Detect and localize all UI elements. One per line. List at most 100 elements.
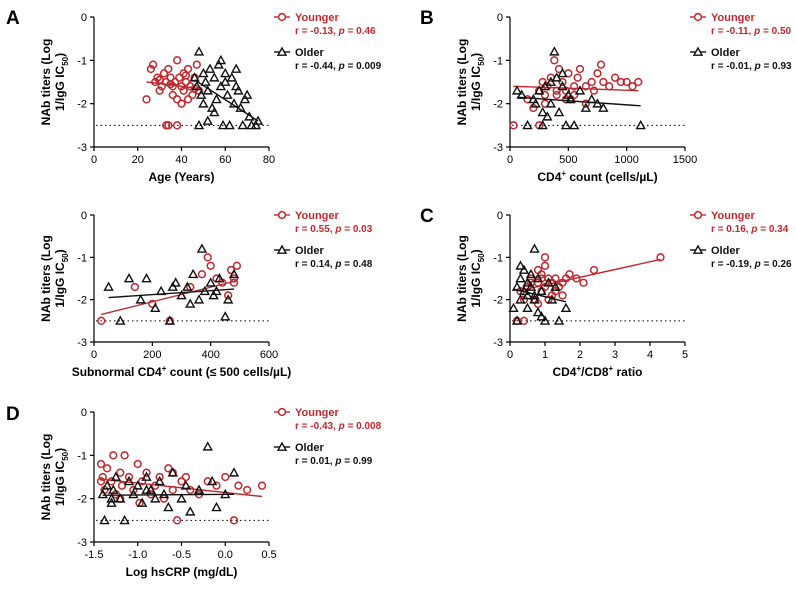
data-point-younger	[97, 316, 106, 325]
data-point-younger	[203, 253, 212, 262]
legend-label-older: Older	[295, 245, 324, 257]
x-tick-label: 1500	[673, 154, 697, 166]
data-point-older	[580, 102, 592, 112]
data-point-older	[543, 277, 554, 287]
legend-marker-younger	[277, 12, 287, 22]
y-tick-label: 0	[497, 12, 503, 24]
legend-marker-younger	[693, 12, 703, 22]
y-axis-label-line2: 1/IgG IC50)	[53, 53, 70, 111]
data-point-older	[135, 294, 146, 304]
data-point-older	[224, 119, 235, 130]
data-point-older	[220, 76, 231, 86]
data-point-older	[529, 243, 540, 253]
data-point-older	[233, 85, 244, 95]
data-point-older	[239, 93, 251, 104]
y-axis-label-line1: NAb titers (Log	[455, 39, 469, 126]
data-point-younger	[540, 253, 550, 262]
data-point-older	[635, 119, 646, 130]
data-point-older	[205, 277, 216, 287]
data-point-older	[101, 480, 113, 490]
fit-line-older	[102, 493, 235, 496]
y-tick-label: -2	[77, 494, 87, 506]
x-axis-label: CD4+ count (cells/µL)	[537, 169, 657, 184]
data-point-older	[542, 111, 553, 121]
data-point-older	[99, 514, 110, 525]
data-point-younger	[116, 468, 125, 477]
y-tick-label: -1	[493, 55, 503, 67]
data-point-younger	[137, 477, 147, 486]
data-point-older	[213, 59, 224, 69]
y-tick-label: -3	[493, 142, 503, 154]
legend-stats-younger: r = -0.13, p = 0.46	[295, 26, 376, 37]
data-point-older	[167, 467, 178, 477]
legend-stats-older: r = 0.01, p = 0.99	[295, 456, 373, 467]
data-point-younger	[212, 481, 221, 490]
data-point-older	[530, 98, 541, 108]
data-point-older	[553, 106, 565, 117]
fit-line-younger	[516, 258, 661, 292]
data-point-older	[202, 441, 213, 451]
data-point-younger	[234, 481, 243, 490]
data-point-older	[198, 67, 209, 78]
data-point-younger	[107, 477, 116, 486]
data-point-younger	[162, 121, 171, 130]
data-point-older	[568, 119, 580, 130]
fit-line-older	[194, 79, 259, 122]
data-point-younger	[596, 60, 606, 69]
legend-marker-older	[276, 244, 288, 254]
data-point-older	[198, 98, 209, 108]
data-point-older	[106, 497, 117, 507]
data-point-younger	[159, 494, 169, 503]
data-point-younger	[142, 468, 151, 477]
data-point-older	[529, 294, 540, 304]
y-axis-label-line2: 1/IgG IC50)	[53, 448, 70, 506]
data-point-older	[195, 89, 207, 99]
data-point-younger	[172, 56, 182, 65]
data-point-older	[222, 89, 233, 99]
x-tick-label: 2	[577, 349, 583, 361]
data-point-older	[196, 243, 208, 253]
data-point-younger	[146, 64, 156, 74]
x-tick-label: 200	[143, 349, 161, 361]
data-point-younger	[133, 459, 142, 469]
data-point-older	[222, 294, 234, 304]
data-point-older	[557, 80, 568, 91]
x-tick-label: 0.0	[218, 549, 233, 561]
legend-stats-older: r = -0.19, p = 0.26	[711, 259, 792, 270]
data-point-older	[550, 281, 561, 291]
data-point-older	[536, 285, 547, 296]
data-point-older	[141, 471, 152, 481]
data-point-younger	[540, 90, 550, 100]
data-point-older	[574, 85, 586, 95]
data-point-older	[508, 302, 519, 313]
fit-line-younger	[146, 81, 200, 90]
data-point-younger	[257, 481, 267, 490]
data-point-younger	[164, 64, 173, 74]
chart-panel-c: 0 -1 -2 -3 0 1 2 3 4 5 CD4+/CD8+ ratio NAb titers (…	[455, 210, 792, 379]
data-point-younger	[130, 282, 139, 292]
x-tick-label: 0.5	[261, 549, 276, 561]
data-point-younger	[159, 69, 169, 78]
legend-stats-younger: r = -0.43, p = 0.008	[295, 421, 382, 432]
data-point-younger	[232, 261, 242, 270]
legend-marker-older	[692, 244, 704, 254]
x-tick-label: -1.0	[128, 549, 147, 561]
data-point-older	[193, 294, 205, 304]
y-tick-label: -3	[77, 537, 87, 549]
x-tick-label: -1.5	[85, 549, 104, 561]
data-point-older	[522, 277, 533, 287]
data-point-older	[214, 273, 225, 283]
data-point-younger	[155, 86, 164, 95]
data-point-younger	[579, 278, 588, 287]
panel-letter-c: C	[420, 206, 434, 227]
data-point-older	[545, 76, 557, 86]
data-point-younger	[155, 472, 164, 482]
data-point-younger	[177, 99, 186, 108]
x-tick-label: 4	[647, 349, 653, 361]
data-point-younger	[573, 73, 582, 82]
data-point-younger	[599, 77, 608, 87]
legend-label-older: Older	[711, 47, 740, 59]
data-point-older	[537, 106, 548, 117]
data-point-older	[204, 63, 216, 73]
x-tick-label: 0	[507, 349, 513, 361]
